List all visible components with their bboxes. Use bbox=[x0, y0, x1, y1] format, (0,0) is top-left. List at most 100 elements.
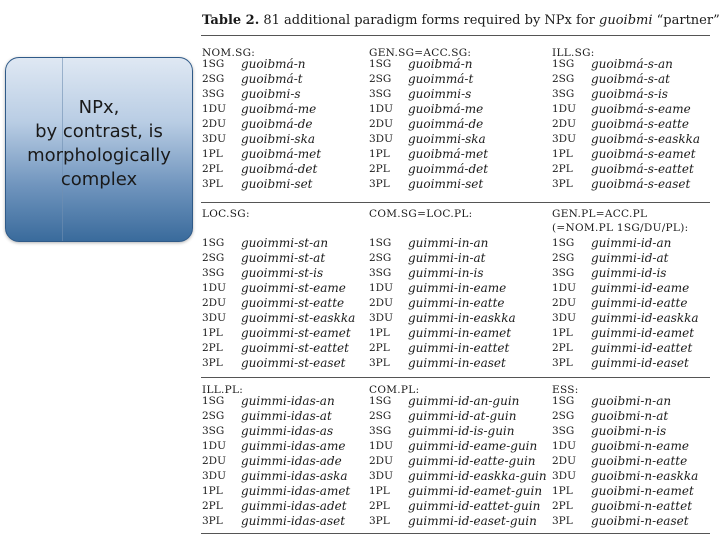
person-number-label: 1SG bbox=[202, 395, 225, 407]
person-number-label: 1PL bbox=[552, 485, 573, 497]
person-number-label: 3PL bbox=[369, 357, 390, 369]
section-heading-cont: (=NOM.PL 1SG/DU/PL): bbox=[552, 222, 689, 234]
person-number-label: 1DU bbox=[202, 440, 226, 452]
person-number-label: 3PL bbox=[202, 357, 223, 369]
person-number-label: 1PL bbox=[552, 327, 573, 339]
paradigm-form: guimmi-idas-an bbox=[241, 394, 335, 408]
paradigm-form: guoibmá-s-an bbox=[591, 57, 673, 71]
person-number-label: 3SG bbox=[552, 88, 575, 100]
person-number-label: 3SG bbox=[369, 425, 392, 437]
person-number-label: 1PL bbox=[202, 148, 223, 160]
person-number-label: 1SG bbox=[369, 237, 392, 249]
paradigm-form: guoibmá-n bbox=[241, 57, 306, 71]
paradigm-form: guoibmi-n-easet bbox=[591, 514, 689, 528]
person-number-label: 1SG bbox=[202, 58, 225, 70]
paradigm-form: guoibmi-n-an bbox=[591, 394, 672, 408]
section-heading: ILL.PL: bbox=[202, 384, 244, 396]
person-number-label: 2SG bbox=[202, 410, 225, 422]
person-number-label: 1SG bbox=[552, 395, 575, 407]
paradigm-form: guimmi-id-is-guin bbox=[408, 424, 515, 438]
person-number-label: 3DU bbox=[369, 133, 393, 145]
person-number-label: 2PL bbox=[552, 500, 573, 512]
table-gloss: “partner” bbox=[652, 13, 720, 28]
paradigm-form: guoibmá-s-eatte bbox=[591, 117, 689, 131]
paradigm-form: guimmi-in-is bbox=[408, 266, 484, 280]
paradigm-form: guoimmi-st-is bbox=[241, 266, 324, 280]
paradigm-form: guimmi-idas-adet bbox=[241, 499, 347, 513]
person-number-label: 2DU bbox=[369, 118, 393, 130]
person-number-label: 2SG bbox=[552, 410, 575, 422]
paradigm-form: guoimmá-de bbox=[408, 117, 484, 131]
paradigm-form: guoibmá-me bbox=[408, 102, 484, 116]
person-number-label: 3SG bbox=[369, 88, 392, 100]
callout-text: NPx, by contrast, is morphologically com… bbox=[27, 97, 171, 190]
person-number-label: 2PL bbox=[202, 500, 223, 512]
paradigm-form: guimmi-id-eame-guin bbox=[408, 439, 538, 453]
paradigm-form: guimmi-id-at bbox=[591, 251, 669, 265]
table-title: Table 2. 81 additional paradigm forms re… bbox=[202, 13, 720, 28]
person-number-label: 2DU bbox=[202, 297, 226, 309]
paradigm-form: guoibmá-s-eame bbox=[591, 102, 691, 116]
paradigm-form: guimmi-id-is bbox=[591, 266, 667, 280]
person-number-label: 3DU bbox=[202, 312, 226, 324]
paradigm-form: guimmi-in-an bbox=[408, 236, 489, 250]
person-number-label: 1SG bbox=[202, 237, 225, 249]
section-heading: ESS: bbox=[552, 384, 579, 396]
person-number-label: 1DU bbox=[369, 440, 393, 452]
paradigm-form: guoibmá-s-easet bbox=[591, 177, 691, 191]
person-number-label: 1DU bbox=[369, 103, 393, 115]
rule-top bbox=[201, 35, 710, 36]
person-number-label: 1PL bbox=[552, 148, 573, 160]
paradigm-form: guoibmi-set bbox=[241, 177, 313, 191]
section-heading: COM.SG=LOC.PL: bbox=[369, 208, 473, 220]
paradigm-form: guimmi-id-eamet bbox=[591, 326, 695, 340]
person-number-label: 1SG bbox=[552, 237, 575, 249]
paradigm-form: guoibmi-n-is bbox=[591, 424, 667, 438]
person-number-label: 2SG bbox=[552, 73, 575, 85]
paradigm-form: guoibmi-n-eatte bbox=[591, 454, 688, 468]
paradigm-form: guoibmá-s-at bbox=[591, 72, 670, 86]
paradigm-form: guoimmi-st-easet bbox=[241, 356, 346, 370]
paradigm-form: guoimmi-st-eamet bbox=[241, 326, 351, 340]
paradigm-form: guimmi-id-eatte bbox=[591, 296, 688, 310]
paradigm-form: guoibmi-n-easkka bbox=[591, 469, 699, 483]
paradigm-form: guoibmá-me bbox=[241, 102, 317, 116]
person-number-label: 1PL bbox=[369, 148, 390, 160]
paradigm-form: guimmi-id-eatte-guin bbox=[408, 454, 536, 468]
person-number-label: 2PL bbox=[552, 342, 573, 354]
paradigm-form: guoimmá-det bbox=[408, 162, 489, 176]
person-number-label: 2DU bbox=[202, 455, 226, 467]
paradigm-form: guoibmá-s-eattet bbox=[591, 162, 694, 176]
paradigm-form: guoibmá-t bbox=[241, 72, 303, 86]
person-number-label: 2SG bbox=[369, 73, 392, 85]
paradigm-form: guimmi-id-easet bbox=[591, 356, 689, 370]
person-number-label: 2SG bbox=[369, 252, 392, 264]
person-number-label: 2DU bbox=[552, 297, 576, 309]
paradigm-form: guimmi-in-eattet bbox=[408, 341, 510, 355]
person-number-label: 1DU bbox=[369, 282, 393, 294]
person-number-label: 3PL bbox=[202, 178, 223, 190]
person-number-label: 3SG bbox=[202, 88, 225, 100]
paradigm-form: guimmi-in-easet bbox=[408, 356, 506, 370]
paradigm-form: guimmi-idas-ame bbox=[241, 439, 346, 453]
callout-box: NPx, by contrast, is morphologically com… bbox=[5, 57, 193, 242]
paradigm-form: guoibmi-n-eame bbox=[591, 439, 689, 453]
person-number-label: 2PL bbox=[552, 163, 573, 175]
paradigm-form: guoimmi-st-eame bbox=[241, 281, 346, 295]
person-number-label: 3DU bbox=[369, 470, 393, 482]
paradigm-form: guoimmá-t bbox=[408, 72, 474, 86]
person-number-label: 1DU bbox=[552, 282, 576, 294]
person-number-label: 2PL bbox=[202, 342, 223, 354]
paradigm-form: guoibmi-s bbox=[241, 87, 301, 101]
paradigm-form: guimmi-id-eattet-guin bbox=[408, 499, 541, 513]
paradigm-form: guoibmá-s-eamet bbox=[591, 147, 696, 161]
paradigm-form: guimmi-idas-amet bbox=[241, 484, 351, 498]
person-number-label: 2SG bbox=[202, 73, 225, 85]
paradigm-form: guimmi-id-an bbox=[591, 236, 672, 250]
paradigm-form: guimmi-id-easkka bbox=[591, 311, 699, 325]
person-number-label: 3SG bbox=[202, 425, 225, 437]
person-number-label: 3PL bbox=[202, 515, 223, 527]
paradigm-form: guoibmá-det bbox=[241, 162, 318, 176]
paradigm-form: guimmi-id-eamet-guin bbox=[408, 484, 543, 498]
paradigm-form: guimmi-idas-at bbox=[241, 409, 332, 423]
